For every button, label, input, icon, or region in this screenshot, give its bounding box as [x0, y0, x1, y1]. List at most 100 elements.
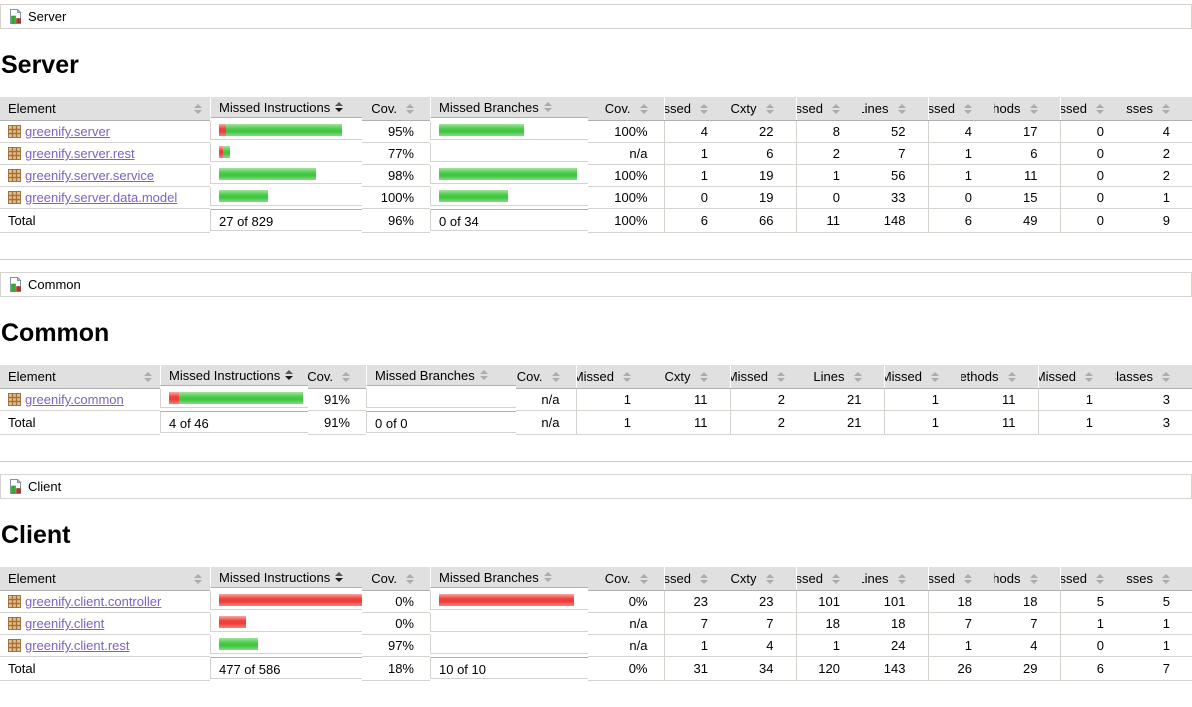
column-header-lines[interactable]: Lines: [862, 567, 928, 591]
total-label: Total: [0, 410, 160, 435]
covered-bar-segment: [439, 123, 524, 136]
package-row: greenify.client.controller 0% 0% 23 23 101 101…: [0, 590, 1192, 613]
package-icon: [8, 169, 21, 182]
column-header-cov[interactable]: Cov.: [588, 567, 664, 591]
package-icon: [8, 191, 21, 204]
total-counter-cell: 120: [795, 656, 862, 681]
column-header-lines[interactable]: Lines: [862, 97, 928, 121]
column-header-missed[interactable]: Missed: [1059, 567, 1126, 591]
package-link[interactable]: greenify.server.rest: [25, 146, 135, 161]
coverage-bar: [219, 145, 230, 158]
column-header-cov[interactable]: Cov.: [362, 97, 430, 121]
package-link[interactable]: greenify.common: [25, 392, 124, 407]
column-header-missed[interactable]: Missed: [663, 97, 730, 121]
column-header-element[interactable]: Element: [0, 365, 160, 389]
column-header-missed[interactable]: Missed: [795, 567, 862, 591]
column-header-classes[interactable]: Classes: [1115, 365, 1192, 389]
column-header-missed-instructions[interactable]: Missed Instructions: [210, 97, 362, 118]
column-header-missed[interactable]: Missed: [795, 97, 862, 121]
column-header-lines[interactable]: Lines: [807, 365, 884, 389]
column-header-content: Missed: [797, 101, 840, 116]
package-link[interactable]: greenify.server.data.model: [25, 190, 178, 205]
counter-cell: 11: [994, 164, 1060, 187]
counter-cell: 1: [1059, 612, 1126, 635]
package-link[interactable]: greenify.server.service: [25, 168, 155, 183]
column-header-cov[interactable]: Cov.: [588, 97, 664, 121]
column-header-cov[interactable]: Cov.: [516, 365, 576, 389]
column-header-methods[interactable]: Methods: [994, 567, 1060, 591]
column-header-cxty[interactable]: Cxty: [730, 97, 796, 121]
coverage-table: Element Missed Instructions Cov. Missed Bra…: [0, 365, 1192, 435]
package-row: greenify.server.data.model 100% 100% 0 19 0 33…: [0, 186, 1192, 209]
section-heading: Client: [1, 521, 71, 549]
instruction-coverage-cell: 100%: [362, 186, 430, 209]
column-header-missed[interactable]: Missed: [1037, 365, 1115, 389]
column-header-cxty[interactable]: Cxty: [730, 567, 796, 591]
package-link[interactable]: greenify.client.controller: [25, 594, 162, 609]
column-header-missed[interactable]: Missed: [883, 365, 961, 389]
coverage-bar: [219, 167, 316, 180]
column-header-missed[interactable]: Missed: [729, 365, 807, 389]
total-row: Total 477 of 586 18% 10 of 10 0% 31 34 120 143 26…: [0, 656, 1192, 681]
column-header-classes[interactable]: Classes: [1126, 567, 1192, 591]
column-label: Missed: [730, 369, 768, 384]
total-branch-coverage-cell: 100%: [588, 208, 664, 233]
column-header-content: Cov.: [596, 101, 648, 116]
counter-cell: 0: [1059, 634, 1126, 657]
counter-cell: 1: [795, 634, 862, 657]
column-header-element[interactable]: Element: [0, 97, 210, 121]
total-row: Total 4 of 46 91% 0 of 0 n/a 1 11 2 21 1 11 1 3: [0, 410, 1192, 435]
element-cell-content: greenify.server.rest: [8, 146, 202, 161]
column-header-methods[interactable]: Methods: [961, 365, 1038, 389]
total-counter-cell: 11: [653, 410, 730, 435]
element-cell-content: greenify.client.controller: [8, 594, 202, 609]
element-cell: greenify.server.service: [0, 164, 210, 187]
column-header-classes[interactable]: Classes: [1126, 97, 1192, 121]
package-link[interactable]: greenify.client: [25, 616, 105, 631]
column-header-missed[interactable]: Missed: [575, 365, 653, 389]
column-header-cxty[interactable]: Cxty: [653, 365, 730, 389]
column-label: Missed: [928, 101, 955, 116]
column-header-missed[interactable]: Missed: [1059, 97, 1126, 121]
column-header-missed-instructions[interactable]: Missed Instructions: [160, 365, 308, 386]
counter-cell: 6: [994, 142, 1060, 165]
column-header-content: Missed: [797, 571, 840, 586]
column-label: Methods: [961, 369, 999, 384]
package-row: greenify.client 0% n/a 7 7 18 18 7 7 1 1: [0, 612, 1192, 635]
instruction-coverage-cell: 95%: [362, 120, 430, 143]
package-link[interactable]: greenify.client.rest: [25, 638, 130, 653]
missed-instructions-bar-cell: [210, 590, 362, 610]
column-label: Methods: [994, 101, 1021, 116]
package-link[interactable]: greenify.server: [25, 124, 111, 139]
column-header-missed[interactable]: Missed: [663, 567, 730, 591]
column-header-cov[interactable]: Cov.: [362, 567, 430, 591]
column-label: Missed: [884, 369, 922, 384]
column-label: Element: [8, 369, 56, 384]
column-header-missed[interactable]: Missed: [927, 567, 994, 591]
column-header-content: Missed Instructions: [219, 570, 344, 585]
column-header-missed-instructions[interactable]: Missed Instructions: [210, 567, 362, 588]
column-header-missed-branches[interactable]: Missed Branches: [366, 365, 516, 386]
column-header-content: Missed: [929, 571, 972, 586]
total-instructions-cell: 4 of 46: [160, 410, 308, 433]
sort-arrows-icon: [342, 371, 350, 382]
column-header-content: Missed: [929, 101, 972, 116]
counter-cell: 33: [862, 186, 928, 209]
column-header-methods[interactable]: Methods: [994, 97, 1060, 121]
column-header-missed-branches[interactable]: Missed Branches: [430, 97, 588, 118]
sort-arrows-icon: [144, 371, 152, 382]
column-header-missed[interactable]: Missed: [927, 97, 994, 121]
element-cell-content: greenify.client.rest: [8, 638, 202, 653]
package-icon: [8, 639, 21, 652]
counter-cell: 1: [927, 634, 994, 657]
column-header-content: Cov.: [517, 369, 560, 384]
column-header-element[interactable]: Element: [0, 567, 210, 591]
column-header-missed-branches[interactable]: Missed Branches: [430, 567, 588, 588]
column-header-cov[interactable]: Cov.: [308, 365, 366, 389]
missed-instructions-bar-cell: [210, 120, 362, 140]
total-branches-cell: 10 of 10: [430, 656, 588, 679]
sort-arrows-icon: [1085, 371, 1093, 382]
column-header-content: Methods: [961, 369, 1016, 384]
counter-cell: 0: [1059, 164, 1126, 187]
missed-bar-segment: [169, 391, 179, 404]
